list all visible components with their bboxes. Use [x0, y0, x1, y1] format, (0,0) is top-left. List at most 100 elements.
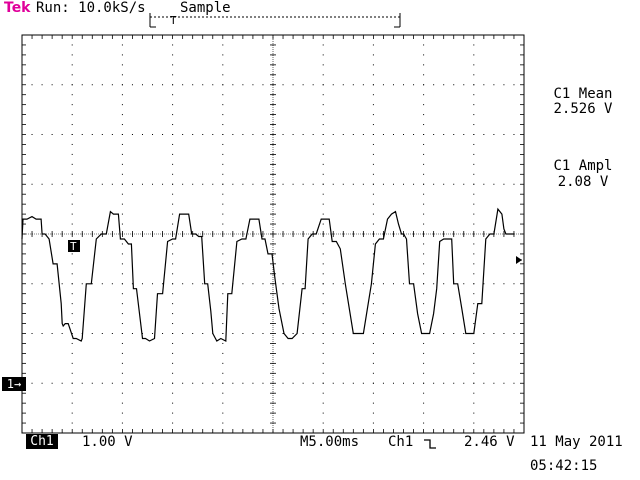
grid-dot — [162, 283, 164, 285]
grid-dot — [71, 104, 73, 106]
grid-dot — [71, 173, 73, 175]
grid-dot — [71, 84, 73, 86]
grid-dot — [71, 153, 73, 155]
grid-dot — [372, 153, 374, 155]
grid-dot — [31, 134, 33, 135]
grid-dot — [493, 183, 495, 185]
grid-dot — [372, 213, 374, 215]
grid-dot — [121, 193, 123, 195]
grid-dot — [172, 223, 174, 225]
grid-dot — [332, 382, 334, 384]
grid-dot — [121, 253, 123, 255]
grid-dot — [51, 382, 53, 384]
grid-dot — [131, 382, 133, 384]
grid-dot — [51, 84, 53, 86]
grid-dot — [503, 134, 505, 135]
grid-dot — [202, 333, 204, 334]
grid-dot — [101, 283, 103, 285]
grid-dot — [172, 54, 174, 56]
grid-dot — [282, 134, 284, 135]
grid-dot — [473, 44, 475, 46]
grid-dot — [212, 283, 214, 285]
grid-dot — [423, 253, 425, 255]
trigger-level: 2.46 V — [464, 434, 515, 450]
grid-dot — [232, 333, 234, 334]
grid-dot — [322, 293, 324, 295]
grid-dot — [413, 183, 415, 185]
grid-dot — [71, 323, 73, 325]
grid-dot — [222, 422, 224, 424]
grid-dot — [222, 372, 224, 374]
grid-dot — [222, 273, 224, 275]
grid-dot — [172, 114, 174, 116]
grid-dot — [322, 104, 324, 106]
grid-dot — [262, 333, 264, 334]
grid-dot — [31, 183, 33, 185]
grid-dot — [372, 392, 374, 394]
grid-dot — [162, 134, 164, 135]
grid-dot — [172, 323, 174, 325]
grid-dot — [473, 303, 475, 305]
grid-dot — [121, 392, 123, 394]
grid-dot — [322, 203, 324, 205]
grid-dot — [473, 422, 475, 424]
grid-dot — [222, 283, 224, 285]
grid-dot — [463, 333, 465, 334]
grid-dot — [423, 183, 425, 185]
grid-dot — [403, 283, 405, 285]
grid-dot — [493, 382, 495, 384]
grid-dot — [101, 134, 103, 135]
grid-dot — [292, 283, 294, 285]
grid-dot — [172, 382, 174, 384]
grid-dot — [71, 44, 73, 46]
grid-dot — [172, 412, 174, 414]
grid-dot — [51, 333, 53, 334]
grid-dot — [202, 134, 204, 135]
grid-dot — [513, 333, 515, 334]
grid-dot — [222, 193, 224, 195]
measurement-2-label: C1 Ampl — [553, 158, 613, 174]
grid-dot — [322, 84, 324, 86]
grid-dot — [372, 203, 374, 205]
grid-dot — [121, 74, 123, 76]
grid-dot — [392, 84, 394, 86]
grid-dot — [41, 84, 43, 86]
grid-dot — [71, 303, 73, 305]
grid-dot — [473, 203, 475, 205]
grid-dot — [192, 84, 194, 86]
grid-dot — [262, 134, 264, 135]
grid-dot — [302, 333, 304, 334]
grid-dot — [121, 313, 123, 315]
channel-badge: Ch1 — [26, 434, 58, 449]
grid-dot — [91, 333, 93, 334]
grid-dot — [322, 134, 324, 135]
grid-dot — [423, 293, 425, 295]
grid-dot — [91, 84, 93, 86]
grid-dot — [242, 333, 244, 334]
grid-dot — [423, 44, 425, 46]
grid-dot — [423, 213, 425, 215]
grid-dot — [473, 104, 475, 106]
grid-dot — [372, 74, 374, 76]
grid-dot — [61, 382, 63, 384]
grid-dot — [423, 173, 425, 175]
grid-dot — [312, 183, 314, 185]
grid-dot — [483, 183, 485, 185]
grid-dot — [342, 382, 344, 384]
grid-dot — [332, 283, 334, 285]
grid-dot — [172, 243, 174, 245]
grid-dot — [141, 283, 143, 285]
grid-dot — [121, 153, 123, 155]
grid-dot — [101, 183, 103, 185]
grid-dot — [121, 422, 123, 424]
grid-dot — [141, 84, 143, 86]
grid-dot — [222, 203, 224, 205]
grid-dot — [423, 114, 425, 116]
grid-dot — [423, 163, 425, 165]
grid-dot — [71, 193, 73, 195]
measurement-1-label: C1 Mean — [553, 86, 613, 102]
grid-dot — [433, 183, 435, 185]
grid-dot — [121, 104, 123, 106]
grid-dot — [513, 183, 515, 185]
